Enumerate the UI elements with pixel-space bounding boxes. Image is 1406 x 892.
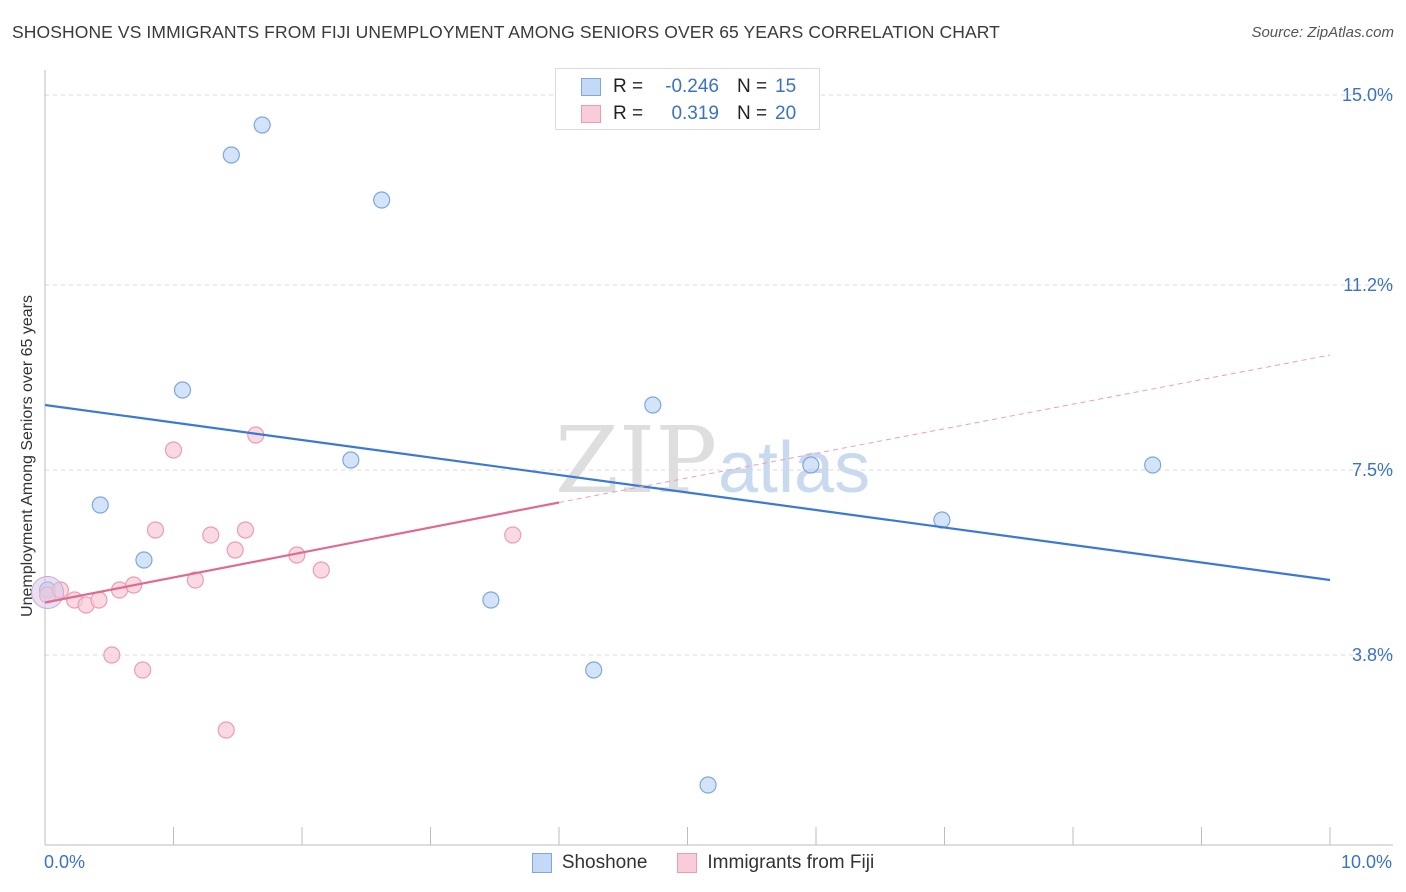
x-tick-max: 10.0% <box>1340 852 1392 872</box>
legend-n-label: N = <box>737 76 768 97</box>
point-shoshone <box>585 661 603 679</box>
point-shoshone <box>173 381 192 399</box>
legend-swatch-shoshone <box>531 853 552 873</box>
legend-item-fiji[interactable]: Immigrants from Fiji <box>677 852 874 874</box>
point-fiji <box>164 441 183 459</box>
legend-swatch-shoshone <box>581 78 601 96</box>
point-shoshone <box>482 591 500 609</box>
point-shoshone <box>1144 456 1162 474</box>
point-shoshone <box>135 551 153 569</box>
point-shoshone <box>699 776 717 794</box>
legend-n-value: 15 <box>775 76 797 97</box>
legend-n-value: 20 <box>775 103 797 124</box>
legend-swatch-fiji <box>677 853 698 873</box>
y-tick-label: 3.8% <box>1352 645 1393 665</box>
watermark-atlas: atlas <box>718 428 870 508</box>
point-fiji <box>90 591 108 609</box>
point-fiji <box>103 646 121 664</box>
legend-r-label: R = <box>613 76 644 97</box>
point-fiji <box>186 571 204 589</box>
point-shoshone <box>222 146 240 164</box>
chart-title: SHOSHONE VS IMMIGRANTS FROM FIJI UNEMPLO… <box>12 22 1000 42</box>
legend-swatch-fiji <box>581 105 601 123</box>
y-tick-label: 15.0% <box>1342 85 1393 105</box>
point-shoshone <box>91 496 109 514</box>
trendline-fiji <box>44 501 560 604</box>
point-fiji <box>312 561 330 579</box>
legend-r-label: R = <box>613 103 644 124</box>
legend-row-fiji: R = 0.319 N = 20 <box>581 102 796 126</box>
legend-row-shoshone: R = -0.246 N = 15 <box>581 75 796 99</box>
point-fiji <box>217 721 235 739</box>
legend-r-value: -0.246 <box>665 76 719 97</box>
point-fiji <box>236 521 255 539</box>
series-legend: Shoshone Immigrants from Fiji <box>0 852 1406 874</box>
y-tick-label: 7.5% <box>1352 460 1393 480</box>
point-shoshone <box>644 396 662 414</box>
correlation-legend: R = -0.246 N = 15 R = 0.319 N = 20 <box>555 68 820 130</box>
legend-label-fiji: Immigrants from Fiji <box>707 852 875 873</box>
point-cluster <box>31 576 65 609</box>
legend-r-value: 0.319 <box>671 103 719 124</box>
legend-label-shoshone: Shoshone <box>561 852 648 873</box>
legend-n-label: N = <box>737 103 768 124</box>
point-shoshone <box>373 191 391 209</box>
point-shoshone <box>342 451 360 469</box>
legend-item-shoshone[interactable]: Shoshone <box>531 852 648 874</box>
point-fiji <box>226 541 244 559</box>
point-fiji <box>146 521 165 539</box>
trendline-shoshone <box>44 403 1331 582</box>
source-label: Source: ZipAtlas.com <box>1251 24 1394 41</box>
point-shoshone <box>802 456 820 474</box>
trendline-fiji-extension <box>558 354 1331 503</box>
point-shoshone <box>253 116 271 134</box>
point-fiji <box>504 526 522 544</box>
point-fiji <box>134 661 152 679</box>
x-tick-min: 0.0% <box>44 852 86 872</box>
y-tick-label: 11.2% <box>1343 275 1393 295</box>
watermark-zip: ZIP <box>555 407 717 514</box>
point-fiji <box>202 526 220 544</box>
